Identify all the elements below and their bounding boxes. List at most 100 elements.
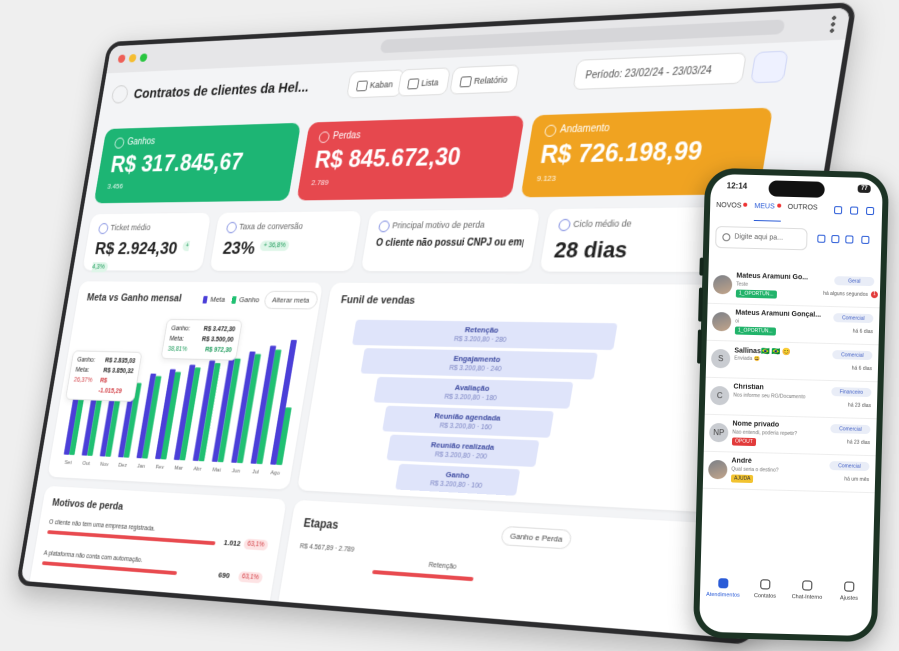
nav-item[interactable]: Contatos	[744, 579, 787, 600]
nav-label: Atendimentos	[706, 591, 740, 599]
funnel-stage: Retenção R$ 3.200,80 · 280	[351, 319, 618, 351]
x-tick-label: Dez	[118, 462, 128, 469]
nav-icon	[718, 578, 729, 589]
chat-message: Qual seria o destino?	[731, 466, 779, 474]
back-button[interactable]	[110, 84, 130, 104]
window-minimize	[128, 53, 137, 63]
loss-share: 63,1%	[237, 571, 264, 584]
chat-message: Enviada 😃	[734, 355, 760, 363]
stage-name: Ganho	[445, 469, 471, 481]
tooltip-diff: R$ -1.015,29	[97, 377, 123, 395]
period-picker[interactable]: Período: 23/02/24 - 23/03/24	[572, 52, 747, 91]
nav-icon	[760, 579, 771, 590]
chat-name: Mateus Aramuni Go...	[736, 272, 809, 282]
tab[interactable]: NOVOS	[716, 202, 748, 221]
chat-department: Financeiro	[831, 387, 872, 398]
x-tick-label: Jan	[137, 463, 146, 470]
kpi-label: Taxa de conversão	[226, 221, 350, 231]
chat-tag: AJUDA	[730, 474, 754, 484]
loss-count: 1.012	[223, 538, 242, 548]
card-label: Ganhos	[114, 133, 288, 148]
meta-chart-panel: Meta vs Ganho mensal Meta Ganho Alterar met…	[47, 281, 324, 490]
chat-item[interactable]: S Sallinas🇧🇷 🇧🇷 😊 Enviada 😃 Comercial há 6 d…	[705, 341, 879, 383]
nav-icon	[802, 580, 813, 591]
filter-icon	[817, 234, 826, 243]
stage-value: R$ 3.200,80 · 100	[429, 480, 483, 490]
stages-panel: Etapas Ganho e Perda R$ 4.567,89 · 2.789 Re…	[274, 499, 765, 640]
stage-value: R$ 3.200,80 · 160	[439, 422, 493, 432]
tooltip-value: R$ 3.500,00	[201, 336, 235, 344]
x-tick-label: Fev	[155, 464, 165, 471]
chat-time: há 23 dias	[847, 402, 872, 410]
x-tick-label: Set	[64, 459, 73, 466]
avatar	[711, 311, 732, 332]
kpi-card: Ticket médio R$ 2.924,30 + 4,3%	[82, 212, 212, 273]
chat-time: há alguns segundos	[823, 290, 868, 298]
funnel-title: Funil de vendas	[340, 294, 416, 307]
chat-item[interactable]: C Christian Nos informe seu RG/Documento d…	[704, 378, 878, 420]
chat-message: Teste	[736, 281, 749, 288]
view-button[interactable]: Kaban	[346, 69, 406, 99]
summary-card: Perdas R$ 845.672,30 2.789	[296, 115, 525, 201]
filter-button[interactable]	[750, 50, 789, 84]
laptop: Contratos de clientes da Hel... Kaban Li…	[15, 1, 857, 645]
chat-time: há 6 dias	[852, 328, 874, 336]
kpi-value: O cliente não possui CNPJ ou empr...	[375, 237, 525, 249]
kpi-delta: + 36,8%	[259, 239, 290, 251]
nav-item[interactable]: Atendimentos	[702, 578, 745, 599]
chat-time: há 6 dias	[851, 365, 873, 373]
chat-tag: 1_OPORTUN...	[734, 326, 776, 336]
stage-name: Avaliação	[454, 382, 491, 393]
bar	[63, 389, 81, 455]
tooltip: Ganho: R$ 2.835,03 Meta: R$ 3.850,32 26,37% R…	[65, 350, 143, 402]
tooltip-value: R$ 3.472,30	[203, 326, 236, 334]
nav-label: Ajustes	[839, 595, 859, 602]
notch	[768, 180, 825, 198]
nav-item[interactable]: Chat-Interno	[786, 580, 829, 601]
tooltip-key: Ganho:	[76, 356, 96, 364]
stages-bar	[371, 569, 474, 582]
view-button[interactable]: Relatório	[449, 64, 521, 95]
chat-name: Mateus Aramuni Gonçal...	[735, 309, 822, 319]
x-tick-label: Nov	[99, 461, 109, 468]
chat-message: oi	[735, 318, 740, 325]
phone-button	[699, 257, 704, 276]
losses-title: Motivos de perda	[51, 497, 124, 513]
toolbar-icon	[834, 206, 843, 215]
avatar: NP	[709, 422, 729, 443]
card-label: Andamento	[544, 119, 757, 136]
menu-icon	[829, 14, 837, 34]
x-tick-label: Jul	[252, 469, 260, 476]
chat-item[interactable]: NP Nome privado Nao entendi, poderia repet…	[703, 415, 877, 457]
search-box[interactable]: Digite aqui pa...	[715, 225, 808, 251]
tab[interactable]: MEUS	[754, 202, 781, 222]
filter-icon	[845, 235, 854, 244]
chat-item[interactable]: André Qual seria o destino? AJUDA Comercial…	[702, 452, 876, 494]
loss-bar	[47, 530, 216, 546]
phone-button	[697, 329, 702, 364]
summary-card: Ganhos R$ 317.845,67 3.456	[93, 122, 302, 204]
dashboard-screen: Contratos de clientes da Hel... Kaban Li…	[20, 7, 851, 640]
chat-item[interactable]: Mateus Aramuni Gonçal... oi 1_OPORTUN... Co…	[706, 304, 880, 346]
loss-bar	[41, 561, 178, 576]
tab[interactable]: OUTROS	[787, 203, 818, 212]
view-button[interactable]: Lista	[396, 67, 451, 97]
bar-chart: Set Out Nov Dez Jan Fev Mar Abr Mai Jun Jul Ago	[63, 339, 298, 477]
card-value: R$ 726.198,99	[538, 136, 705, 170]
card-label: Perdas	[318, 126, 510, 142]
card-value: R$ 317.845,67	[108, 148, 245, 178]
chat-name: Christian	[733, 383, 764, 392]
tooltip-percent: 38,81%	[167, 345, 188, 353]
chat-department: Comercial	[833, 313, 874, 324]
chat-name: André	[731, 457, 752, 465]
card-count: 2.789	[310, 178, 330, 187]
stage-name: Engajamento	[452, 353, 502, 364]
chat-item[interactable]: Mateus Aramuni Go... Teste 1_OPORTUN... Ger…	[707, 267, 881, 309]
win-loss-button[interactable]: Ganho e Perda	[499, 525, 573, 550]
bar	[69, 395, 85, 456]
x-tick-label: Ago	[270, 470, 280, 477]
nav-item[interactable]: Ajustes	[828, 581, 871, 602]
kpi-label: Ticket médio	[98, 222, 200, 232]
chat-tag: OPOUT	[731, 437, 756, 447]
address-bar	[379, 19, 786, 54]
